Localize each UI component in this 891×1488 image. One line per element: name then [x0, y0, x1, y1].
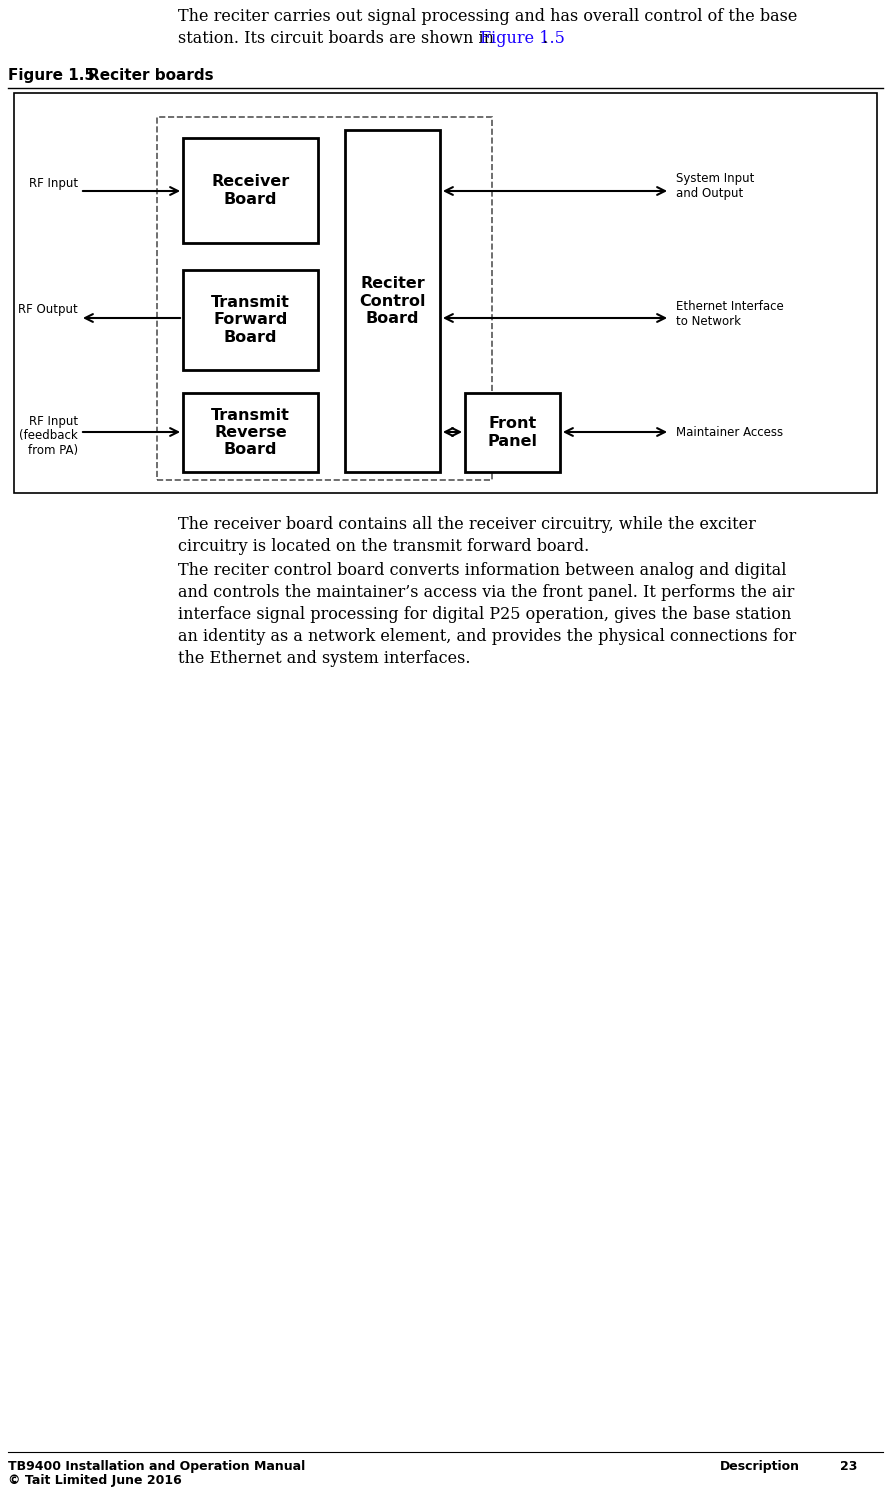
Text: Figure 1.5: Figure 1.5 — [480, 30, 565, 48]
Text: interface signal processing for digital P25 operation, gives the base station: interface signal processing for digital … — [178, 606, 791, 623]
Text: 23: 23 — [840, 1460, 857, 1473]
Text: Receiver
Board: Receiver Board — [211, 174, 290, 207]
Text: Ethernet Interface
to Network: Ethernet Interface to Network — [676, 301, 784, 327]
Text: the Ethernet and system interfaces.: the Ethernet and system interfaces. — [178, 650, 470, 667]
Text: and controls the maintainer’s access via the front panel. It performs the air: and controls the maintainer’s access via… — [178, 583, 795, 601]
Text: Front
Panel: Front Panel — [487, 417, 537, 449]
Bar — [345, 129, 440, 472]
Text: The reciter control board converts information between analog and digital: The reciter control board converts infor… — [178, 562, 787, 579]
Text: RF Input: RF Input — [29, 415, 78, 427]
Text: Reciter boards: Reciter boards — [88, 68, 214, 83]
Text: The receiver board contains all the receiver circuitry, while the exciter: The receiver board contains all the rece… — [178, 516, 756, 533]
Text: Transmit
Reverse
Board: Transmit Reverse Board — [211, 408, 290, 457]
Text: (feedback
from PA): (feedback from PA) — [20, 429, 78, 457]
Text: The reciter carries out signal processing and has overall control of the base: The reciter carries out signal processin… — [178, 7, 797, 25]
Text: an identity as a network element, and provides the physical connections for: an identity as a network element, and pr… — [178, 628, 797, 644]
Text: Figure 1.5: Figure 1.5 — [8, 68, 95, 83]
Text: circuitry is located on the transmit forward board.: circuitry is located on the transmit for… — [178, 539, 589, 555]
Text: Reciter
Control
Board: Reciter Control Board — [359, 277, 426, 326]
Bar — [14, 92, 877, 493]
Text: .: . — [542, 30, 547, 48]
Text: station. Its circuit boards are shown in: station. Its circuit boards are shown in — [178, 30, 499, 48]
Bar — [183, 393, 318, 472]
Text: RF Input: RF Input — [29, 177, 78, 189]
Bar — [465, 393, 560, 472]
Text: © Tait Limited June 2016: © Tait Limited June 2016 — [8, 1475, 182, 1487]
Text: Description: Description — [720, 1460, 800, 1473]
Text: RF Output: RF Output — [18, 302, 78, 315]
Bar — [183, 138, 318, 243]
Text: Transmit
Forward
Board: Transmit Forward Board — [211, 295, 290, 345]
Text: Maintainer Access: Maintainer Access — [676, 426, 783, 439]
Bar — [183, 269, 318, 371]
Bar — [157, 118, 492, 481]
Text: System Input
and Output: System Input and Output — [676, 173, 755, 199]
Text: TB9400 Installation and Operation Manual: TB9400 Installation and Operation Manual — [8, 1460, 306, 1473]
